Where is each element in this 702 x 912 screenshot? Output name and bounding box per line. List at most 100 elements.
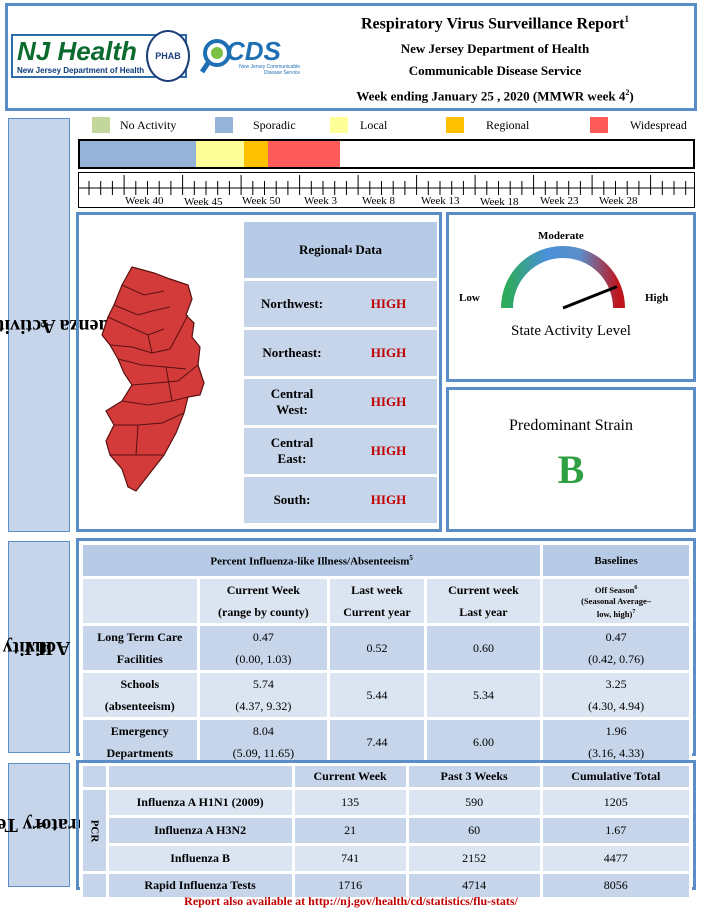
ili-col-baseline: Off Season6 (Seasonal Average– low, high)7 <box>540 576 692 626</box>
ili-sidebar-post: Activity <box>3 636 75 659</box>
lab-row-name: Influenza A H3N2 <box>105 815 295 846</box>
lab-row-name: Influenza B <box>105 843 295 874</box>
report-title-text: Respiratory Virus Surveillance Report <box>360 15 625 33</box>
timeline-week-label: Week 28 <box>599 195 638 207</box>
ili-baseline-value: 3.25 <box>605 677 627 691</box>
map-region-box <box>76 212 442 532</box>
regional-row-northeast: Northeast: HIGH <box>244 330 437 376</box>
ili-title-cell: Percent Influenza-like Illness/Absenteei… <box>79 542 544 579</box>
ili-current-range: (0.00, 1.03) <box>235 652 292 666</box>
ili-empty-header <box>80 576 200 626</box>
lab-current: 1716 <box>291 871 409 900</box>
lab-cumulative: 4477 <box>539 843 693 874</box>
report-title-sup: 1 <box>624 14 630 24</box>
new-jersey-map <box>101 266 205 492</box>
regional-row-central-west: Central West: HIGH <box>244 379 437 425</box>
timeline-week-label: Week 45 <box>184 196 223 208</box>
lab-past: 590 <box>405 787 543 818</box>
ili-row-long-term-care: Long Term Care Facilities 0.47 (0.00, 1.03… <box>80 623 692 673</box>
ili-baseline-range: (0.42, 0.76) <box>588 652 645 666</box>
legend-item-regional: Regional <box>446 117 529 133</box>
ili-current-value: 0.47 <box>252 630 274 644</box>
influenza-sidebar-label: Influenza Activity Level3 <box>0 315 141 337</box>
lab-cumulative: 1205 <box>539 787 693 818</box>
lab-empty-header <box>80 763 109 790</box>
lab-past: 4714 <box>405 871 543 900</box>
legend-swatch <box>330 117 348 133</box>
gauge-needle <box>562 285 618 310</box>
lab-row-name: Influenza A H1N1 (2009) <box>105 787 295 818</box>
ili-col-last-year-a: Current week <box>448 583 519 597</box>
lab-cumulative: 1.67 <box>539 815 693 846</box>
ili-last-week: 7.44 <box>327 717 427 767</box>
report-title: Respiratory Virus Surveillance Report1 <box>300 8 690 35</box>
magnifier-icon <box>200 39 231 74</box>
ili-row-name-a: Emergency <box>110 724 169 738</box>
ili-current-range: (5.09, 11.65) <box>232 746 295 760</box>
ili-row-name-b: (absenteeism) <box>104 699 175 713</box>
predominant-strain-title: Predominant Strain <box>509 417 633 434</box>
lab-row: Influenza A H3N2 21 60 1.67 <box>81 815 693 846</box>
lab-current: 135 <box>291 787 409 818</box>
phab-badge: PHAB <box>146 30 190 82</box>
pcr-label: PCR <box>88 819 101 842</box>
lab-current: 21 <box>291 815 409 846</box>
timeline-week-label: Week 18 <box>480 196 519 208</box>
ili-last-year: 0.60 <box>423 623 544 673</box>
legend-label: Local <box>360 117 388 132</box>
activity-segment-local <box>196 141 244 167</box>
lab-past: 60 <box>405 815 543 846</box>
regional-title-sup: 4 <box>348 245 353 255</box>
nj-health-logo-main: NJ Health <box>17 36 137 66</box>
lab-sidebar-label: Laboratory Testing8 <box>0 770 122 880</box>
ili-row-name: Emergency Departments <box>80 717 200 767</box>
region-name: Northwest: <box>260 296 324 311</box>
timeline-week-label: Week 50 <box>242 195 281 207</box>
ili-current-value: 5.74 <box>252 677 274 691</box>
lab-table: Current Week Past 3 Weeks Cumulative Tot… <box>80 763 693 900</box>
report-footer-link[interactable]: Report also available at http://nj.gov/h… <box>184 894 518 908</box>
gauge-top-label: Moderate <box>538 230 584 242</box>
baselines-header: Baselines <box>540 542 692 579</box>
activity-gauge <box>501 246 625 310</box>
timeline-week-label: Week 23 <box>540 195 579 207</box>
activity-segment-regional <box>244 141 268 167</box>
ili-baseline-range: (3.16, 4.33) <box>588 746 645 760</box>
legend-label: Sporadic <box>253 117 296 132</box>
timeline-week-label: Week 3 <box>304 195 338 207</box>
legend-item-sporadic: Sporadic <box>215 117 296 133</box>
region-level: HIGH <box>370 443 407 458</box>
nj-health-logo-sub: New Jersey Department of Health <box>17 66 145 75</box>
ili-last-year: 6.00 <box>423 717 544 767</box>
influenza-sidebar: Influenza Activity Level3 <box>0 115 141 535</box>
header-box <box>5 3 697 111</box>
ili-col-current-week: Current Week (range by county) <box>196 576 331 626</box>
lab-row: PCR Influenza A H1N1 (2009) 135 590 1205 <box>80 787 693 874</box>
predominant-strain-box <box>446 387 696 532</box>
predominant-strain-value: B <box>557 447 585 492</box>
timeline-week-label: Week 8 <box>362 195 396 207</box>
legend-label: Widespread <box>630 117 687 132</box>
ili-row-name: Schools (absenteeism) <box>80 670 200 720</box>
regional-title-post: Data <box>352 242 383 257</box>
legend-swatch <box>590 117 608 133</box>
cds-logo-sub: New Jersey Communicable Disease Service <box>239 64 300 76</box>
ili-col-last-week-a: Last week <box>351 583 403 597</box>
lab-row: Influenza B 741 2152 4477 <box>81 843 693 874</box>
ili-title-sup: 5 <box>409 553 413 562</box>
report-title-block: Respiratory Virus Surveillance Report1 N… <box>300 8 690 108</box>
region-name: Central East: <box>270 435 314 466</box>
week-ending-close: ) <box>629 88 634 104</box>
timeline-week-label: Week 40 <box>125 195 164 207</box>
ili-row-name-a: Long Term Care <box>97 630 183 644</box>
ili-col-baseline-a-sup: 6 <box>634 584 638 591</box>
ili-baseline: 0.47 (0.42, 0.76) <box>540 623 692 673</box>
activity-segment-sporadic <box>80 141 196 167</box>
ili-row-name-a: Schools <box>120 677 160 691</box>
ili-current: 5.74 (4.37, 9.32) <box>196 670 331 720</box>
regional-row-central-east: Central East: HIGH <box>244 428 437 474</box>
phab-badge-label: PHAB <box>155 51 181 61</box>
gauge-caption: State Activity Level <box>511 323 631 339</box>
ili-col-current-week-b: (range by county) <box>218 605 309 619</box>
ili-last-week: 0.52 <box>327 623 427 673</box>
